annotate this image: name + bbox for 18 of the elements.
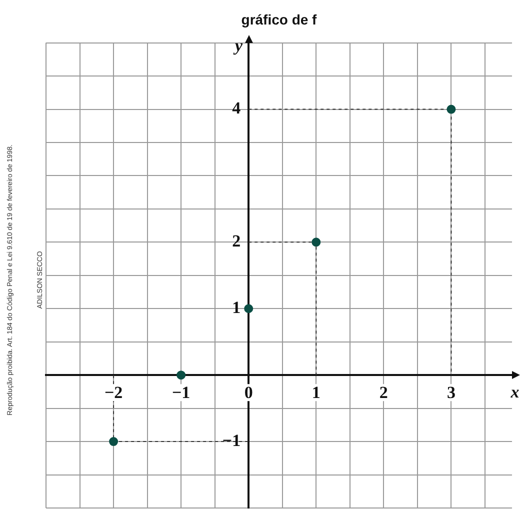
- point: [109, 437, 118, 446]
- x-tick-label: 0: [244, 382, 253, 402]
- chart-title: gráfico de f: [241, 11, 318, 28]
- point: [312, 238, 321, 247]
- y-tick-label: 4: [232, 98, 242, 118]
- y-tick-label: 2: [232, 232, 241, 251]
- point: [446, 104, 456, 114]
- y-tick-label: 1: [232, 298, 241, 318]
- x-tick-label: 3: [446, 382, 456, 402]
- point: [244, 304, 254, 314]
- x-axis-title: x: [510, 382, 520, 402]
- x-tick-label: −2: [104, 382, 123, 402]
- y-axis-title: y: [233, 36, 244, 56]
- x-tick-label: −1: [172, 382, 190, 402]
- x-tick-label: 2: [379, 382, 388, 402]
- x-tick-label: 1: [312, 382, 320, 402]
- y-tick-label: −1: [222, 430, 241, 450]
- point: [176, 370, 186, 380]
